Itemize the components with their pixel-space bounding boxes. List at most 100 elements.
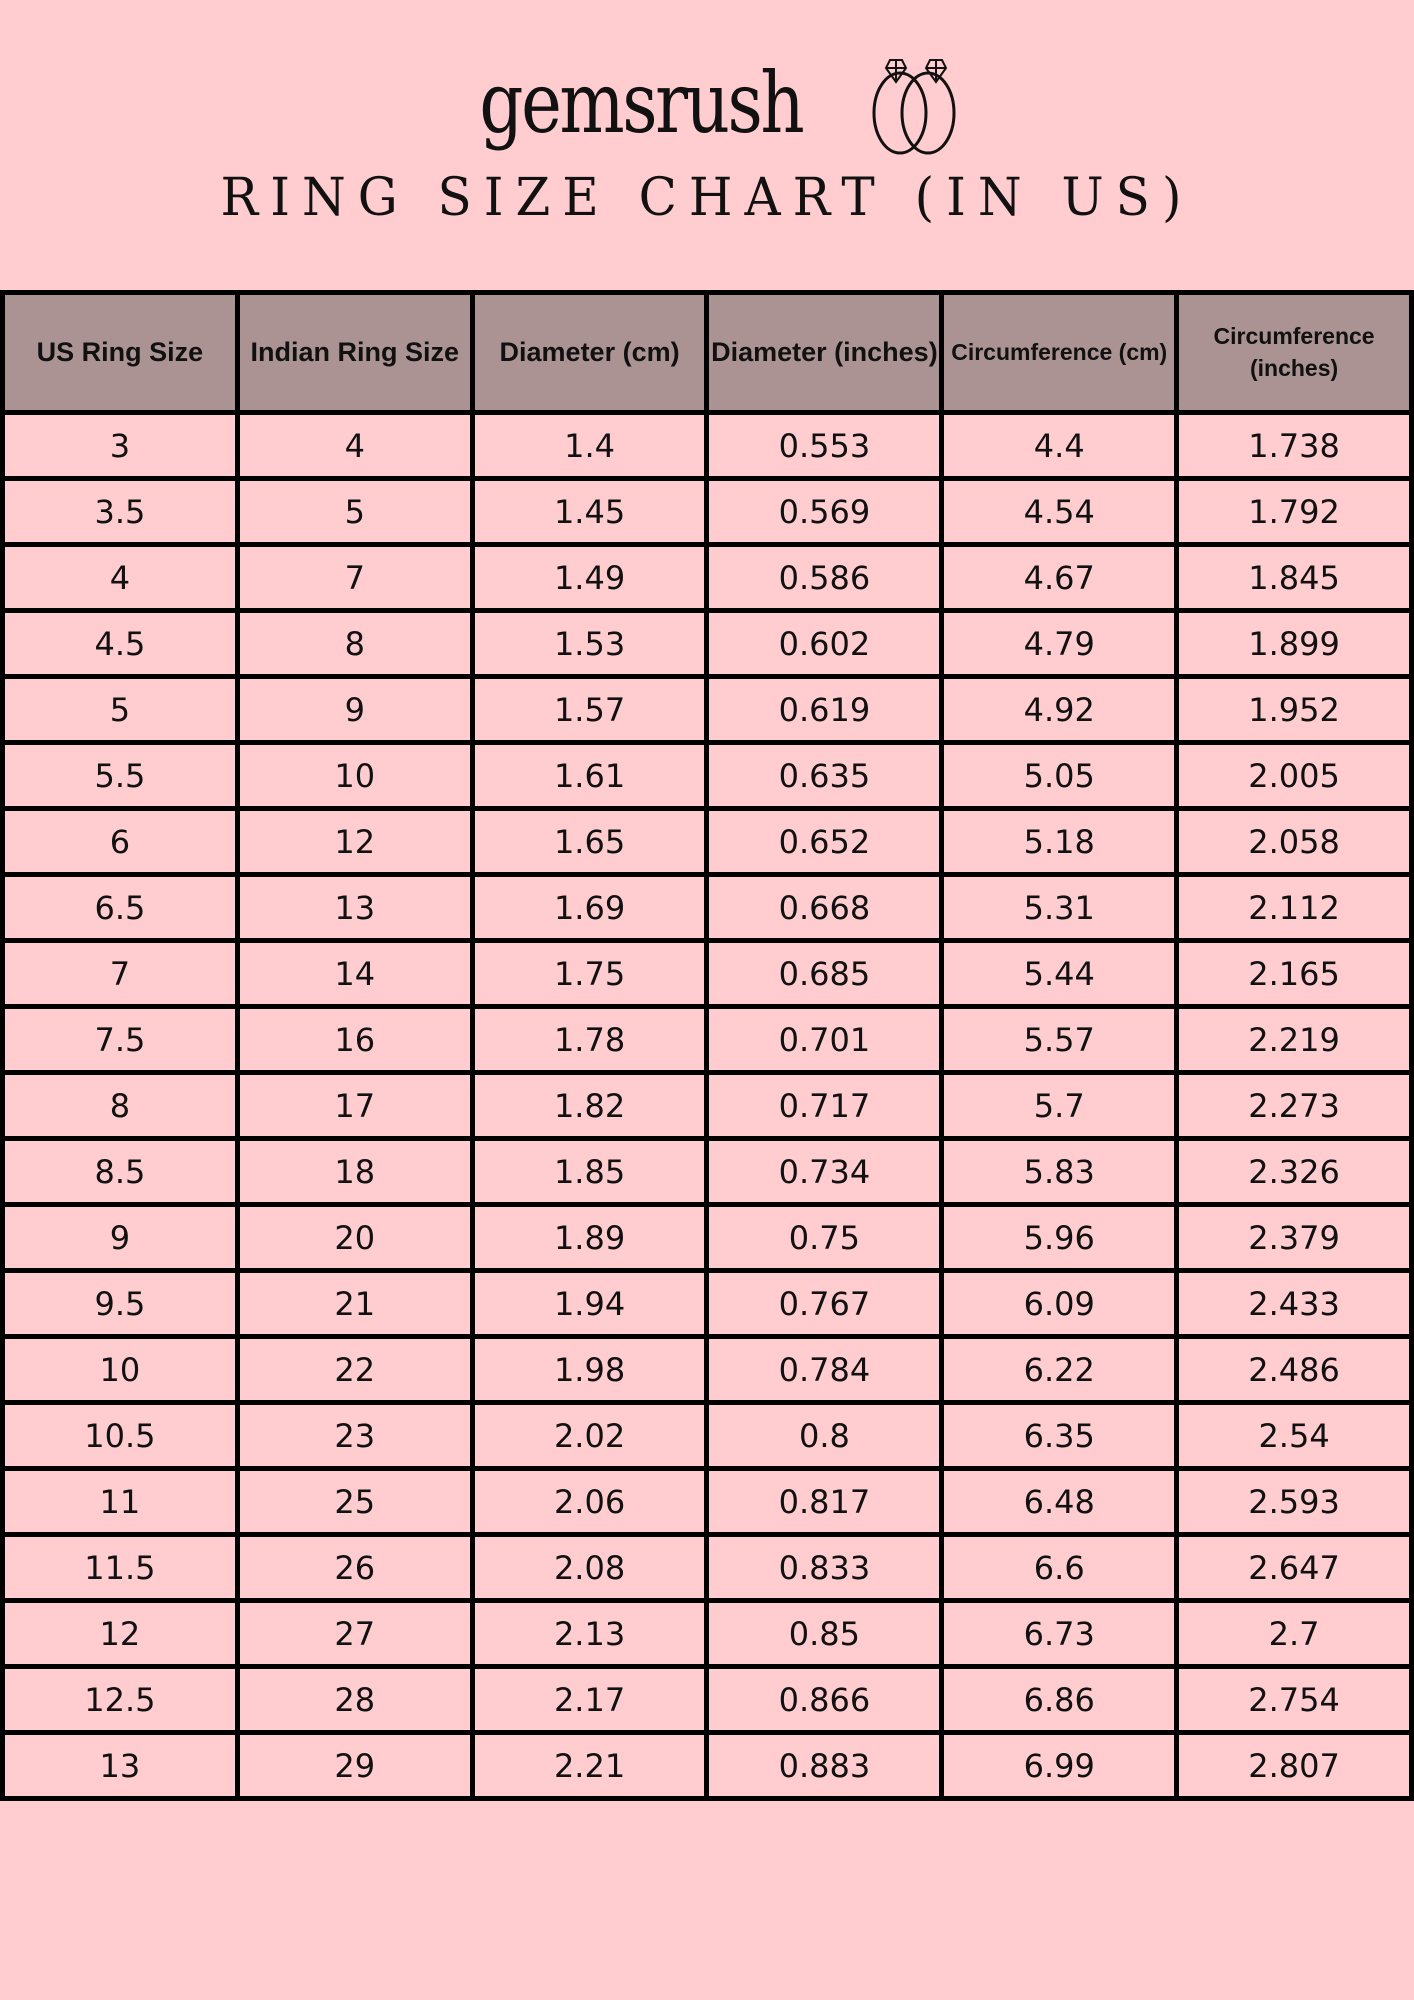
- cell-circumference-cm: 6.73: [939, 1598, 1180, 1669]
- table-row: 6.5 13 1.69 0.668 5.31 2.112: [0, 872, 1414, 943]
- cell-diameter-cm: 1.45: [469, 476, 710, 547]
- cell-us-ring-size: 6: [0, 806, 240, 877]
- cell-us-ring-size: 13: [0, 1730, 240, 1801]
- table-row: 6 12 1.65 0.652 5.18 2.058: [0, 806, 1414, 877]
- cell-us-ring-size: 11: [0, 1466, 240, 1537]
- table-row: 11 25 2.06 0.817 6.48 2.593: [0, 1466, 1414, 1537]
- cell-diameter-cm: 1.49: [469, 542, 710, 613]
- header-diameter-inches: Diameter (inches): [704, 290, 945, 415]
- cell-us-ring-size: 3.5: [0, 476, 240, 547]
- cell-diameter-inches: 0.784: [704, 1334, 945, 1405]
- cell-diameter-inches: 0.734: [704, 1136, 945, 1207]
- cell-diameter-inches: 0.652: [704, 806, 945, 877]
- cell-circumference-cm: 4.79: [939, 608, 1180, 679]
- cell-us-ring-size: 9: [0, 1202, 240, 1273]
- cell-circumference-cm: 6.09: [939, 1268, 1180, 1339]
- cell-circumference-inches: 1.738: [1174, 410, 1414, 481]
- table-row: 10 22 1.98 0.784 6.22 2.486: [0, 1334, 1414, 1405]
- cell-diameter-inches: 0.569: [704, 476, 945, 547]
- cell-indian-ring-size: 14: [234, 938, 475, 1009]
- cell-circumference-inches: 2.219: [1174, 1004, 1414, 1075]
- table-row: 8.5 18 1.85 0.734 5.83 2.326: [0, 1136, 1414, 1207]
- cell-us-ring-size: 10: [0, 1334, 240, 1405]
- cell-indian-ring-size: 26: [234, 1532, 475, 1603]
- cell-indian-ring-size: 5: [234, 476, 475, 547]
- cell-diameter-cm: 1.94: [469, 1268, 710, 1339]
- header-circumference-inches: Circumference (inches): [1174, 290, 1414, 415]
- cell-us-ring-size: 9.5: [0, 1268, 240, 1339]
- cell-diameter-inches: 0.767: [704, 1268, 945, 1339]
- header-indian-ring-size: Indian Ring Size: [234, 290, 475, 415]
- cell-diameter-inches: 0.8: [704, 1400, 945, 1471]
- cell-circumference-cm: 5.96: [939, 1202, 1180, 1273]
- cell-indian-ring-size: 16: [234, 1004, 475, 1075]
- table-row: 12.5 28 2.17 0.866 6.86 2.754: [0, 1664, 1414, 1735]
- cell-indian-ring-size: 29: [234, 1730, 475, 1801]
- header-us-ring-size: US Ring Size: [0, 290, 240, 415]
- cell-circumference-inches: 2.379: [1174, 1202, 1414, 1273]
- cell-circumference-inches: 1.952: [1174, 674, 1414, 745]
- cell-diameter-cm: 1.61: [469, 740, 710, 811]
- cell-indian-ring-size: 22: [234, 1334, 475, 1405]
- cell-diameter-cm: 1.98: [469, 1334, 710, 1405]
- cell-diameter-cm: 2.13: [469, 1598, 710, 1669]
- cell-diameter-cm: 1.65: [469, 806, 710, 877]
- brand-logo: gemsrush: [0, 45, 1414, 160]
- cell-indian-ring-size: 9: [234, 674, 475, 745]
- cell-us-ring-size: 11.5: [0, 1532, 240, 1603]
- cell-diameter-inches: 0.717: [704, 1070, 945, 1141]
- cell-circumference-inches: 2.54: [1174, 1400, 1414, 1471]
- cell-indian-ring-size: 28: [234, 1664, 475, 1735]
- cell-diameter-inches: 0.833: [704, 1532, 945, 1603]
- cell-circumference-cm: 4.67: [939, 542, 1180, 613]
- cell-diameter-cm: 2.02: [469, 1400, 710, 1471]
- cell-indian-ring-size: 4: [234, 410, 475, 481]
- cell-diameter-cm: 1.78: [469, 1004, 710, 1075]
- table-row: 7 14 1.75 0.685 5.44 2.165: [0, 938, 1414, 1009]
- table-row: 4.5 8 1.53 0.602 4.79 1.899: [0, 608, 1414, 679]
- table-row: 8 17 1.82 0.717 5.7 2.273: [0, 1070, 1414, 1141]
- cell-diameter-cm: 1.53: [469, 608, 710, 679]
- cell-circumference-inches: 2.807: [1174, 1730, 1414, 1801]
- cell-circumference-inches: 2.058: [1174, 806, 1414, 877]
- cell-circumference-cm: 5.83: [939, 1136, 1180, 1207]
- cell-us-ring-size: 4.5: [0, 608, 240, 679]
- cell-indian-ring-size: 8: [234, 608, 475, 679]
- cell-circumference-inches: 2.593: [1174, 1466, 1414, 1537]
- cell-us-ring-size: 8: [0, 1070, 240, 1141]
- cell-circumference-inches: 2.7: [1174, 1598, 1414, 1669]
- cell-us-ring-size: 6.5: [0, 872, 240, 943]
- cell-circumference-inches: 1.899: [1174, 608, 1414, 679]
- cell-us-ring-size: 8.5: [0, 1136, 240, 1207]
- cell-diameter-inches: 0.668: [704, 872, 945, 943]
- cell-us-ring-size: 5.5: [0, 740, 240, 811]
- cell-indian-ring-size: 12: [234, 806, 475, 877]
- table-row: 5 9 1.57 0.619 4.92 1.952: [0, 674, 1414, 745]
- brand-name: gemsrush: [479, 53, 805, 152]
- cell-circumference-inches: 2.112: [1174, 872, 1414, 943]
- cell-indian-ring-size: 17: [234, 1070, 475, 1141]
- cell-indian-ring-size: 10: [234, 740, 475, 811]
- cell-circumference-inches: 2.647: [1174, 1532, 1414, 1603]
- cell-diameter-inches: 0.701: [704, 1004, 945, 1075]
- cell-circumference-inches: 2.433: [1174, 1268, 1414, 1339]
- cell-circumference-inches: 2.486: [1174, 1334, 1414, 1405]
- rings-icon: [872, 58, 956, 154]
- cell-diameter-cm: 1.4: [469, 410, 710, 481]
- cell-indian-ring-size: 18: [234, 1136, 475, 1207]
- cell-diameter-inches: 0.75: [704, 1202, 945, 1273]
- table-row: 9.5 21 1.94 0.767 6.09 2.433: [0, 1268, 1414, 1339]
- table-row: 3 4 1.4 0.553 4.4 1.738: [0, 410, 1414, 481]
- table-row: 7.5 16 1.78 0.701 5.57 2.219: [0, 1004, 1414, 1075]
- cell-us-ring-size: 7: [0, 938, 240, 1009]
- cell-diameter-inches: 0.602: [704, 608, 945, 679]
- cell-circumference-inches: 2.273: [1174, 1070, 1414, 1141]
- cell-diameter-inches: 0.553: [704, 410, 945, 481]
- cell-diameter-cm: 1.69: [469, 872, 710, 943]
- cell-circumference-cm: 5.31: [939, 872, 1180, 943]
- cell-indian-ring-size: 21: [234, 1268, 475, 1339]
- cell-indian-ring-size: 25: [234, 1466, 475, 1537]
- cell-circumference-cm: 6.35: [939, 1400, 1180, 1471]
- page-title: RING SIZE CHART (IN US): [220, 166, 1194, 228]
- cell-circumference-inches: 2.326: [1174, 1136, 1414, 1207]
